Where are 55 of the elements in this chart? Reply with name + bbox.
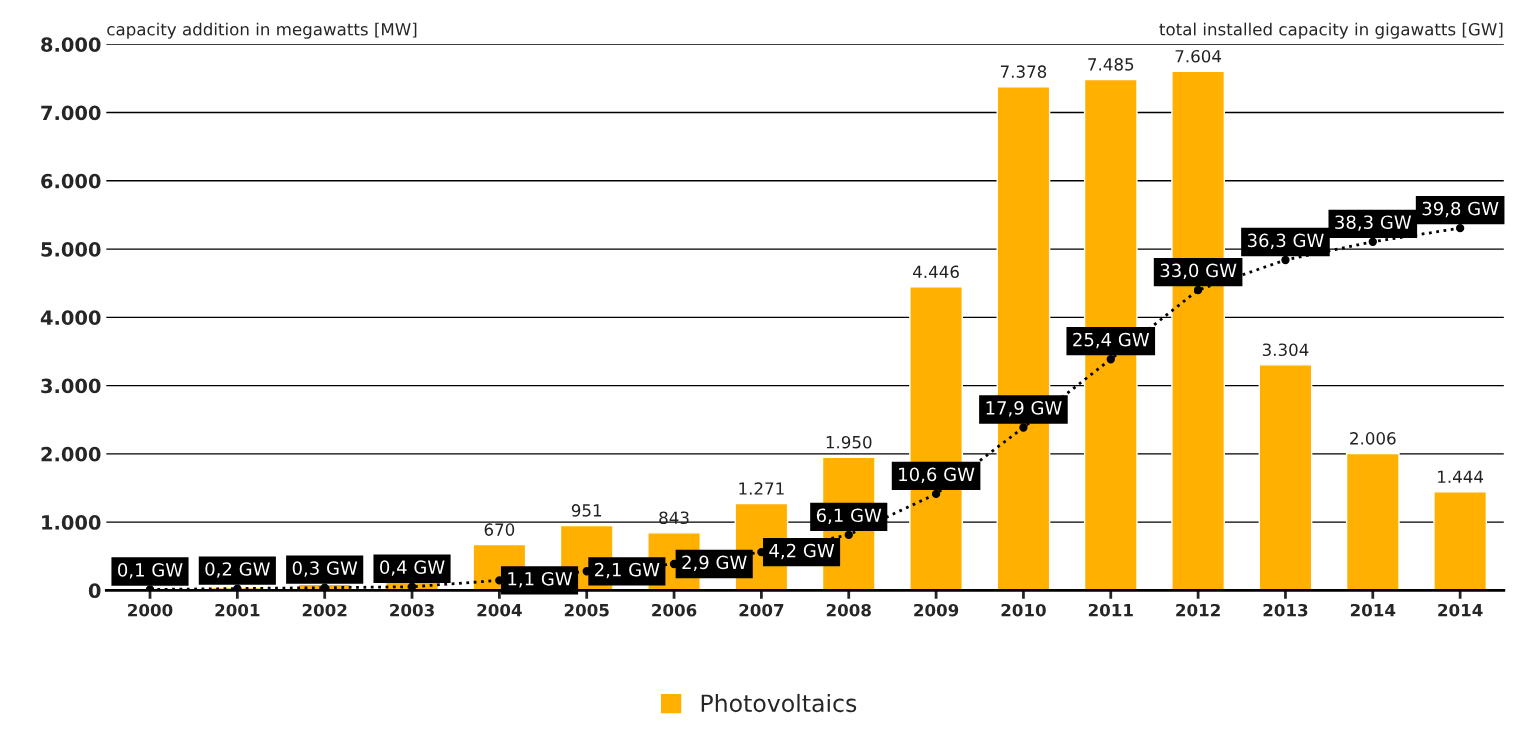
data-label: 36,3 GW bbox=[1247, 233, 1324, 250]
x-tick-label: 2006 bbox=[652, 603, 697, 617]
x-tick-label: 2013 bbox=[1263, 603, 1308, 617]
x-tick-label: 2000 bbox=[128, 603, 173, 617]
x-tick-label: 2002 bbox=[302, 603, 347, 617]
data-label: 7.378 bbox=[1000, 65, 1047, 78]
x-tick-label: 2011 bbox=[1088, 603, 1133, 617]
data-label: 0,4 GW bbox=[380, 560, 445, 576]
data-label: 1,1 GW bbox=[508, 571, 573, 588]
x-tick-label: 2005 bbox=[564, 603, 609, 617]
data-label: 1.444 bbox=[1438, 470, 1484, 483]
x-tick-label: 2010 bbox=[1001, 603, 1046, 617]
data-label: 10,6 GW bbox=[899, 467, 975, 483]
data-label: 6,1 GW bbox=[816, 508, 882, 524]
y2-axis-title: total installed capacity in gigawatts [GW] bbox=[1159, 22, 1503, 39]
y-tick-label: 0 bbox=[88, 583, 101, 599]
data-label: 38,3 GW bbox=[1335, 215, 1412, 231]
y-tick-label: 2.000 bbox=[41, 446, 101, 462]
x-tick-label: 2014 bbox=[1438, 603, 1483, 617]
x-tick-label: 2008 bbox=[826, 603, 871, 617]
data-label: 1.950 bbox=[826, 435, 872, 449]
x-tick-label: 2012 bbox=[1176, 603, 1220, 617]
data-label: 4,2 GW bbox=[769, 543, 835, 560]
x-tick-label: 2007 bbox=[739, 603, 784, 617]
x-tick-label: 2014 bbox=[1350, 603, 1396, 617]
y-tick-label: 5.000 bbox=[41, 242, 101, 257]
data-label: 2,9 GW bbox=[682, 555, 747, 572]
y-tick-label: 8.000 bbox=[41, 37, 101, 52]
y-tick-label: 6.000 bbox=[41, 173, 101, 189]
y-tick-label: 3.000 bbox=[41, 378, 101, 394]
x-tick-label: 2001 bbox=[215, 603, 260, 617]
y-tick-label: 4.000 bbox=[40, 310, 101, 325]
data-label: 951 bbox=[571, 504, 602, 517]
x-tick-label: 2003 bbox=[390, 603, 434, 617]
data-label: 0,3 GW bbox=[292, 561, 358, 577]
data-label: 0,1 GW bbox=[118, 563, 183, 579]
data-label: 7.485 bbox=[1088, 58, 1134, 71]
data-label: 33,0 GW bbox=[1160, 263, 1237, 280]
y-tick-label: 7.000 bbox=[41, 105, 101, 121]
data-label: 0,2 GW bbox=[205, 562, 270, 578]
y-tick-label: 1.000 bbox=[42, 515, 101, 530]
x-tick-label: 2009 bbox=[914, 603, 959, 617]
data-label: 1.271 bbox=[739, 482, 784, 495]
data-label: 7.604 bbox=[1175, 49, 1222, 63]
data-label: 25,4 GW bbox=[1073, 332, 1150, 349]
data-label: 2,1 GW bbox=[595, 562, 660, 579]
x-tick-label: 2004 bbox=[477, 603, 522, 617]
data-label: 670 bbox=[484, 523, 515, 536]
data-label: 39,8 GW bbox=[1422, 201, 1499, 218]
data-label: 17,9 GW bbox=[986, 401, 1062, 417]
legend-label: Photovoltaics bbox=[701, 693, 857, 713]
data-label: 3.304 bbox=[1262, 343, 1309, 357]
data-label: 2.006 bbox=[1350, 432, 1396, 445]
y-axis-title: capacity addition in megawatts [MW] bbox=[107, 22, 417, 39]
data-label: 4.446 bbox=[913, 265, 959, 279]
